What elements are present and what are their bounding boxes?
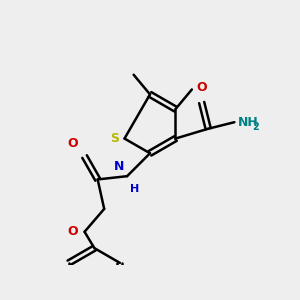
- Text: N: N: [113, 160, 124, 173]
- Text: O: O: [68, 225, 78, 238]
- Text: O: O: [196, 81, 207, 94]
- Text: H: H: [130, 184, 140, 194]
- Text: S: S: [110, 132, 119, 145]
- Text: O: O: [68, 137, 78, 150]
- Text: NH: NH: [238, 116, 258, 129]
- Text: 2: 2: [252, 122, 259, 132]
